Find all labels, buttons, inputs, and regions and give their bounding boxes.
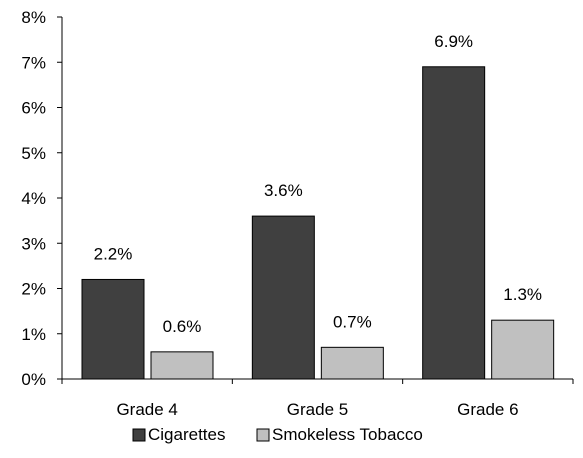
data-label: 6.9% bbox=[434, 32, 473, 51]
bar-cigarettes bbox=[422, 66, 486, 380]
y-axis: 0% 1% 2% 3% 4% 5% 6% 7% 8% bbox=[21, 8, 63, 389]
x-axis: Grade 4 Grade 5 Grade 6 bbox=[61, 378, 574, 419]
bar-cigarettes bbox=[81, 278, 145, 380]
bars bbox=[81, 66, 555, 380]
y-tick-label: 6% bbox=[21, 99, 46, 118]
data-label: 2.2% bbox=[94, 244, 133, 263]
legend-label: Smokeless Tobacco bbox=[272, 425, 423, 444]
data-label: 0.6% bbox=[163, 317, 202, 336]
y-tick-label: 2% bbox=[21, 280, 46, 299]
x-tick-label: Grade 5 bbox=[287, 400, 348, 419]
legend-swatch bbox=[256, 428, 270, 442]
bar-cigarettes bbox=[251, 215, 315, 380]
y-tick-label: 4% bbox=[21, 189, 46, 208]
y-tick-label: 5% bbox=[21, 144, 46, 163]
x-tick-label: Grade 6 bbox=[457, 400, 518, 419]
data-labels: 2.2% 3.6% 6.9% 0.6% 0.7% 1.3% bbox=[94, 32, 542, 336]
data-label: 1.3% bbox=[503, 285, 542, 304]
data-label: 0.7% bbox=[333, 312, 372, 331]
y-tick-label: 3% bbox=[21, 234, 46, 253]
bar-smokeless-tobacco bbox=[320, 346, 384, 380]
data-label: 3.6% bbox=[264, 181, 303, 200]
x-tick-label: Grade 4 bbox=[116, 400, 177, 419]
y-tick-label: 0% bbox=[21, 370, 46, 389]
legend-swatch bbox=[132, 428, 146, 442]
y-tick-label: 7% bbox=[21, 53, 46, 72]
bar-smokeless-tobacco bbox=[491, 319, 555, 380]
bar-smokeless-tobacco bbox=[150, 351, 214, 380]
y-tick-label: 8% bbox=[21, 8, 46, 27]
y-tick-label: 1% bbox=[21, 325, 46, 344]
legend-label: Cigarettes bbox=[148, 425, 225, 444]
legend: Cigarettes Smokeless Tobacco bbox=[132, 425, 423, 444]
